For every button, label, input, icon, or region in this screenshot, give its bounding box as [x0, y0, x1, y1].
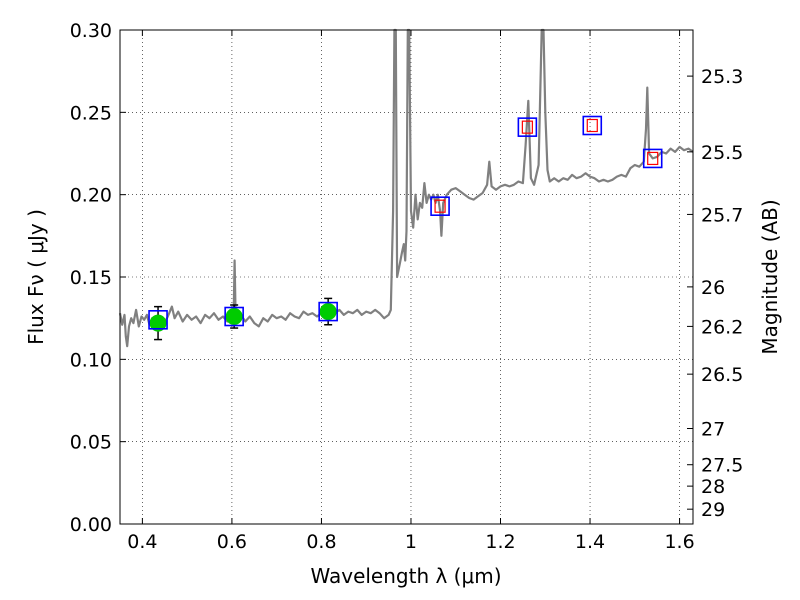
- y-tick-label: 0.05: [70, 432, 112, 454]
- upper-limit-marker: [434, 199, 446, 213]
- y-tick-label: 0.00: [70, 514, 112, 536]
- y2-tick-label: 26: [701, 277, 725, 299]
- model-point: [318, 301, 338, 322]
- model-point: [224, 306, 244, 327]
- x-tick-label: 0.6: [217, 531, 247, 553]
- y2-tick-label: 26.2: [701, 316, 743, 338]
- model-point: [148, 310, 168, 330]
- y2-tick-label: 29: [701, 499, 725, 521]
- x-tick-label: 0.8: [306, 531, 336, 553]
- upper-limit-marker: [647, 151, 659, 166]
- observed-point: [225, 308, 243, 326]
- y2-axis-label: Magnitude (AB): [758, 199, 782, 354]
- y-tick-label: 0.20: [70, 185, 112, 207]
- x-tick-label: 1.2: [485, 531, 515, 553]
- upper-limit-marker: [521, 120, 533, 134]
- y-tick-label: 0.15: [70, 267, 112, 289]
- y2-tick-label: 25.3: [701, 66, 743, 88]
- y2-tick-label: 28: [701, 476, 725, 498]
- plot-series: [118, 28, 694, 348]
- model-point: [582, 115, 603, 136]
- y-axis-label: Flux Fν ( μJy ): [24, 209, 48, 345]
- observed-point: [149, 314, 167, 332]
- observed-point: [319, 303, 337, 321]
- y-tick-label: 0.25: [70, 102, 112, 124]
- y2-tick-label: 25.7: [701, 204, 743, 226]
- y-tick-label: 0.10: [70, 349, 112, 371]
- model-point: [430, 196, 450, 216]
- y2-tick-label: 27: [701, 418, 725, 440]
- x-tick-label: 1: [405, 531, 417, 553]
- x-axis-label: Wavelength λ (μm): [310, 564, 501, 588]
- upper-limit-marker: [586, 118, 598, 133]
- x-tick-label: 1.4: [575, 531, 605, 553]
- y2-tick-label: 27.5: [701, 455, 743, 477]
- x-tick-label: 1.6: [664, 531, 694, 553]
- model-point: [642, 148, 663, 169]
- y2-tick-label: 25.5: [701, 142, 743, 164]
- spectrum-line: [118, 28, 694, 348]
- y2-tick-label: 26.5: [701, 364, 743, 386]
- y-tick-label: 0.30: [70, 20, 112, 42]
- model-point: [517, 117, 538, 137]
- axis-ticks: 0.4 0.6 0.8 1 1.2 1.4 1.6 0.00 0.05 0.10 0.15 0.20 0…: [70, 20, 744, 553]
- x-tick-label: 0.4: [127, 531, 157, 553]
